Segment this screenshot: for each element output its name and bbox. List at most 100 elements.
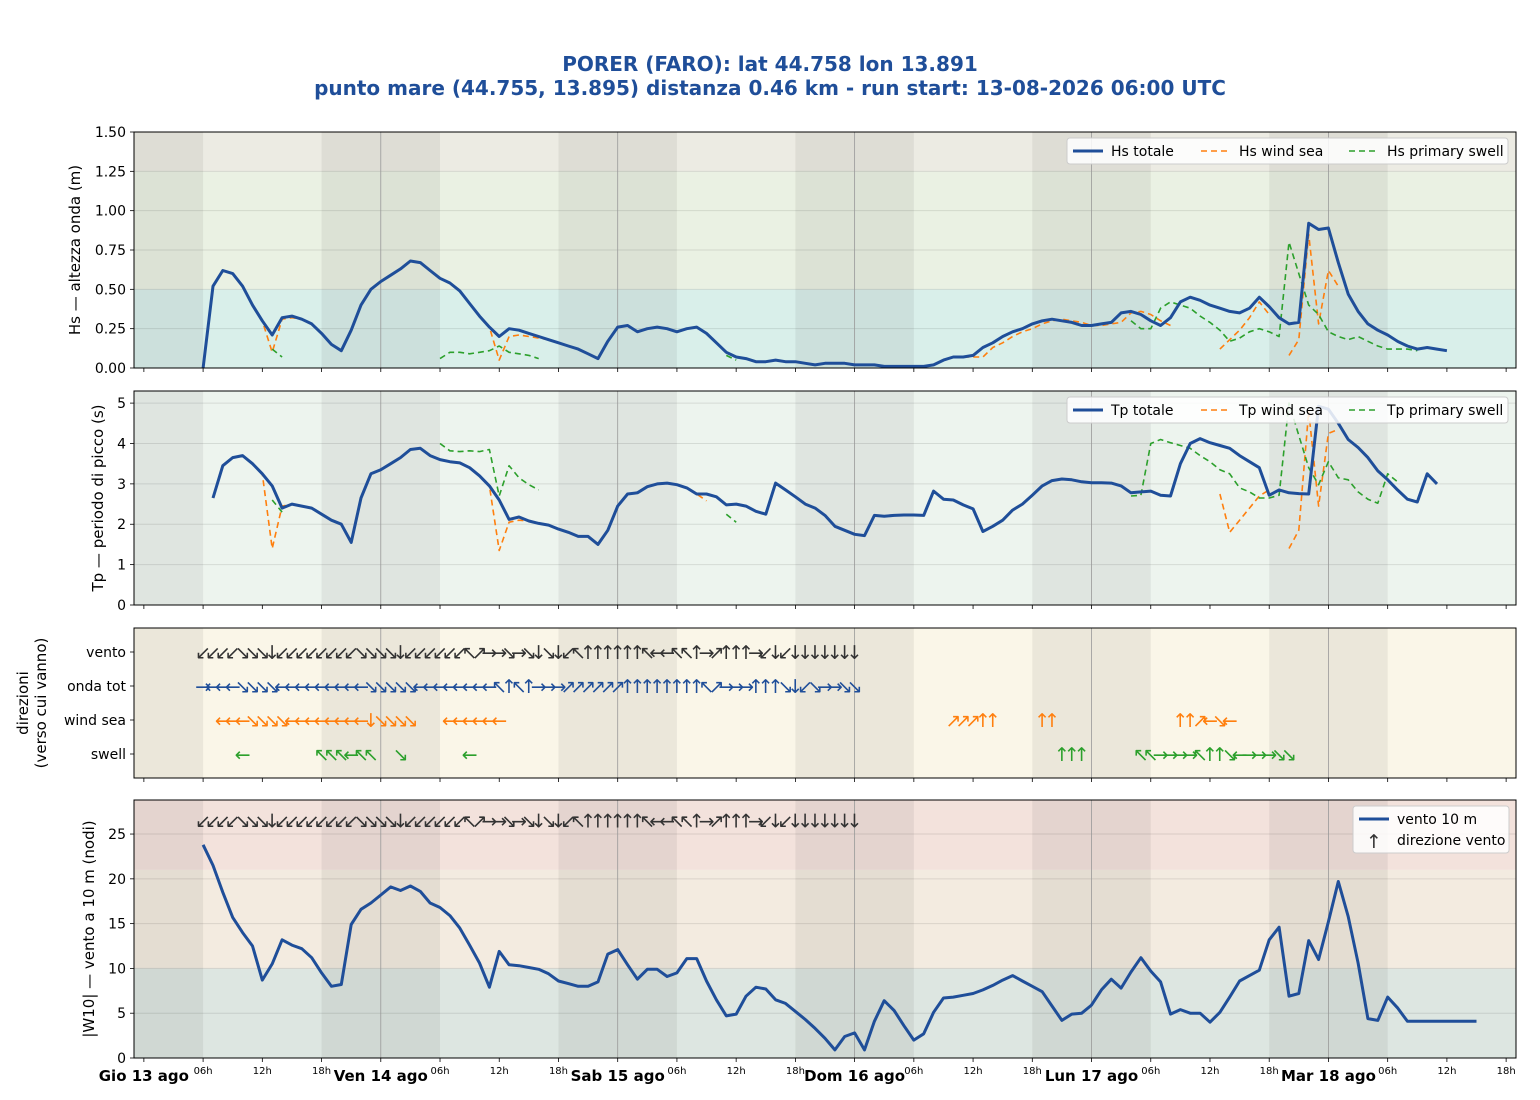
wind-direction-arrow: ↖ bbox=[462, 811, 478, 833]
hs-wind-line bbox=[1288, 233, 1339, 356]
night-band bbox=[134, 391, 204, 605]
wind-direction-arrow: ↙ bbox=[294, 811, 310, 833]
wind-direction-arrow: ↙ bbox=[304, 811, 320, 833]
hour-label: 18h bbox=[549, 1066, 568, 1077]
direction-arrow: ↑ bbox=[768, 676, 784, 698]
direction-arrow: ← bbox=[314, 676, 330, 698]
wind-direction-arrow: ↓ bbox=[787, 811, 803, 833]
direction-arrow: ↑ bbox=[1202, 744, 1218, 766]
direction-arrow: ↑ bbox=[689, 676, 705, 698]
direction-arrow: ↑ bbox=[738, 642, 754, 664]
direction-arrow: ↖ bbox=[323, 744, 339, 766]
hs-panel: 0.00 0.25 0.50 0.75 1.00 1.25 1.50 Hs — altezza… bbox=[66, 125, 1517, 377]
legend-label: vento 10 m bbox=[1397, 812, 1477, 828]
direction-arrow: ↘ bbox=[244, 710, 260, 732]
panel-frame bbox=[133, 390, 1517, 606]
direction-arrow: ↗ bbox=[600, 676, 616, 698]
wind-direction-arrow: ↙ bbox=[215, 811, 231, 833]
direction-arrow: ↘ bbox=[1222, 744, 1238, 766]
row-label: swell bbox=[91, 747, 126, 763]
wind-ylabel: |W10| — vento a 10 m (nodi) bbox=[80, 820, 98, 1037]
panel-frame bbox=[133, 799, 1517, 1059]
direction-arrow: ↘ bbox=[363, 676, 379, 698]
direction-arrow: ↘ bbox=[363, 642, 379, 664]
direction-arrow: ↙ bbox=[333, 642, 349, 664]
direction-arrow: ↗ bbox=[610, 676, 626, 698]
direction-arrow: → bbox=[1261, 744, 1277, 766]
tp-swell-line bbox=[725, 513, 737, 523]
wind-direction-arrow: ↙ bbox=[442, 811, 458, 833]
direction-arrow: ↘ bbox=[393, 710, 409, 732]
value-zone bbox=[134, 869, 1516, 969]
direction-arrow: ↗ bbox=[955, 710, 971, 732]
direction-arrow: ↙ bbox=[442, 642, 458, 664]
direction-arrow: ↘ bbox=[383, 642, 399, 664]
direction-arrow: ← bbox=[432, 676, 448, 698]
legend-box bbox=[1352, 805, 1510, 854]
direction-arrow: ↘ bbox=[402, 676, 418, 698]
direction-arrow: ← bbox=[323, 710, 339, 732]
wind-direction-arrow: ↑ bbox=[610, 811, 626, 833]
direction-arrow: ↘ bbox=[235, 676, 251, 698]
wind-direction-arrow: ↘ bbox=[541, 811, 557, 833]
day-label: Dom 16 ago bbox=[804, 1067, 905, 1085]
direction-arrow: ← bbox=[481, 676, 497, 698]
direction-arrow: ↖ bbox=[511, 676, 527, 698]
direction-arrow: ↘ bbox=[383, 676, 399, 698]
legend-label: direzione vento bbox=[1397, 833, 1505, 849]
direction-arrow: ↑ bbox=[1212, 744, 1228, 766]
direction-arrow: ↗ bbox=[570, 676, 586, 698]
wind-direction-arrow: ↑ bbox=[629, 811, 645, 833]
wind-direction-arrow: ↓ bbox=[807, 811, 823, 833]
hour-label: 06h bbox=[667, 1066, 686, 1077]
wind-direction-arrow: → bbox=[511, 811, 527, 833]
wind-direction-arrow: ↑ bbox=[580, 811, 596, 833]
direction-arrow: ← bbox=[343, 710, 359, 732]
y-tick-label: 0.50 bbox=[95, 282, 126, 298]
direction-arrow: ← bbox=[343, 676, 359, 698]
direction-arrow: ↖ bbox=[314, 744, 330, 766]
row-label: vento bbox=[86, 645, 126, 661]
wind-direction-arrow: ↑ bbox=[738, 811, 754, 833]
direction-arrow: ↓ bbox=[797, 642, 813, 664]
direction-arrow: ↗ bbox=[580, 676, 596, 698]
direction-arrow: ↘ bbox=[402, 710, 418, 732]
direction-arrow: ↙ bbox=[225, 642, 241, 664]
direction-arrow: ↗ bbox=[1192, 710, 1208, 732]
tp-wind-line bbox=[1219, 489, 1270, 534]
direction-arrow: ↖ bbox=[1133, 744, 1149, 766]
tp-ylabel: Tp — periodo di picco (s) bbox=[89, 404, 107, 592]
direction-arrow: → bbox=[728, 676, 744, 698]
hour-label: 18h bbox=[1023, 1066, 1042, 1077]
direction-arrow: ↙ bbox=[274, 642, 290, 664]
direction-arrow: ↙ bbox=[304, 642, 320, 664]
direction-arrow: ↓ bbox=[363, 710, 379, 732]
direction-arrow: ↘ bbox=[254, 642, 270, 664]
direction-arrow: → bbox=[817, 676, 833, 698]
direction-arrow: ← bbox=[294, 676, 310, 698]
direction-arrow: ↑ bbox=[1034, 710, 1050, 732]
wind-direction-arrow: ↙ bbox=[758, 811, 774, 833]
direction-arrow: ↑ bbox=[1172, 710, 1188, 732]
wind-direction-arrow: ↙ bbox=[343, 811, 359, 833]
direction-arrow: ↙ bbox=[778, 642, 794, 664]
wind-direction-arrow: ↓ bbox=[797, 811, 813, 833]
wind-direction-arrow: ↗ bbox=[472, 811, 488, 833]
direction-arrow: ↗ bbox=[945, 710, 961, 732]
panel-frame bbox=[133, 627, 1517, 779]
direction-arrow: ↑ bbox=[620, 642, 636, 664]
direction-arrow: ↖ bbox=[1143, 744, 1159, 766]
directions-panel: vento ↙↙↙↙↘↘↘↓↙↙↙↙↙↙↙↙↘↘↘↘↓↙↙↙↙↙↙↖↗→→↘→↘↓… bbox=[14, 627, 1517, 782]
value-zone bbox=[134, 391, 1516, 605]
wind-direction-arrow: ↙ bbox=[323, 811, 339, 833]
direction-arrow: ← bbox=[304, 710, 320, 732]
time-axis: Gio 13 ago 06h 12h 18h Ven 14 ago 06h 12h 18h Sa… bbox=[99, 1066, 1516, 1085]
legend-label: Tp wind sea bbox=[1238, 403, 1323, 419]
direction-arrow: → bbox=[1172, 744, 1188, 766]
direction-arrow: → bbox=[827, 676, 843, 698]
direction-arrow: ↑ bbox=[1182, 710, 1198, 732]
direction-arrow: ↓ bbox=[393, 642, 409, 664]
wind-direction-arrow: ↙ bbox=[432, 811, 448, 833]
wind-direction-arrow: ↘ bbox=[363, 811, 379, 833]
